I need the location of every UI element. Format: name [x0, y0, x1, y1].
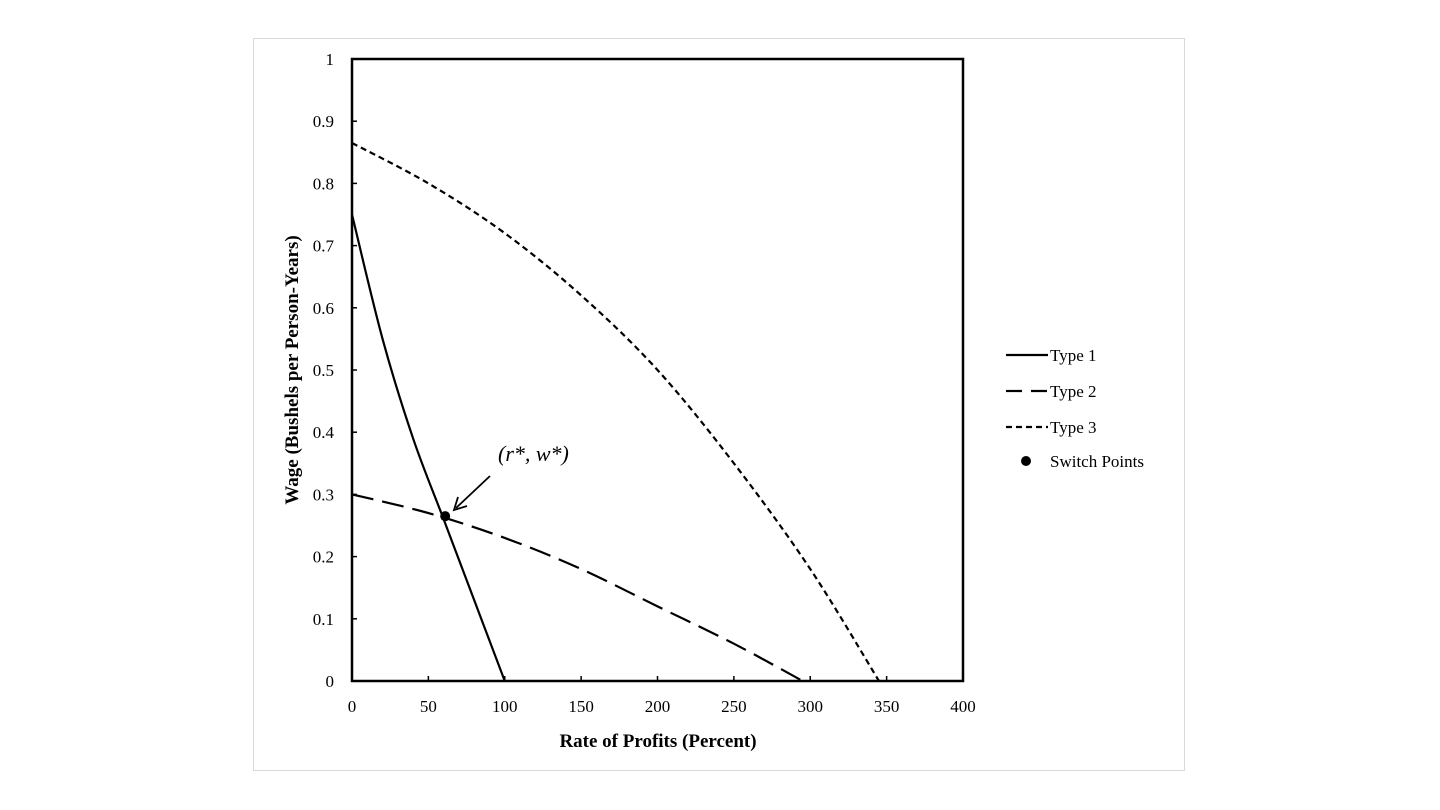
x-tick-label: 200	[645, 697, 671, 716]
legend: Type 1 Type 2 Type 3 Switch Points	[1006, 346, 1144, 471]
series-line-type-2	[351, 493, 804, 682]
legend-swatch-switch-points	[1021, 456, 1031, 466]
legend-label-type-2: Type 2	[1050, 382, 1097, 401]
x-tick-label: 350	[874, 697, 900, 716]
x-tick-label: 250	[721, 697, 747, 716]
legend-label-type-1: Type 1	[1050, 346, 1097, 365]
x-tick-label: 50	[420, 697, 437, 716]
annotation-arrow	[455, 475, 491, 509]
x-axis-title: Rate of Profits (Percent)	[559, 731, 756, 752]
y-tick-label: 0.6	[313, 299, 334, 318]
series-line-type-1	[350, 214, 506, 682]
series-line-type-3	[351, 141, 880, 682]
y-tick-label: 0.9	[313, 112, 334, 131]
annotation-arrowhead	[452, 496, 468, 512]
switch-point-marker	[440, 511, 451, 522]
switch-point-annotation: (r*, w*)	[452, 441, 569, 512]
y-tick-label: 0	[326, 672, 335, 691]
x-tick-label: 100	[492, 697, 518, 716]
legend-label-type-3: Type 3	[1050, 418, 1097, 437]
y-tick-label: 0.8	[313, 174, 334, 193]
chart: 0 50 100 150 200 250 300 350 400 0 0.1 0.2 0.3 0.4 0.5…	[282, 50, 1144, 752]
annotation-label: (r*, w*)	[498, 441, 569, 466]
y-axis-title: Wage (Bushels per Person-Years)	[282, 235, 303, 504]
chart-frame: 0 50 100 150 200 250 300 350 400 0 0.1 0.2 0.3 0.4 0.5…	[253, 38, 1185, 771]
y-tick-label: 0.1	[313, 610, 334, 629]
y-tick-label: 0.7	[313, 237, 335, 256]
x-tick-label: 400	[950, 697, 976, 716]
x-tick-label: 0	[348, 697, 357, 716]
y-tick-label: 1	[326, 50, 335, 69]
x-tick-label: 300	[798, 697, 824, 716]
y-tick-label: 0.5	[313, 361, 334, 380]
y-tick-label: 0.4	[313, 423, 335, 442]
y-tick-label: 0.2	[313, 548, 334, 567]
legend-label-switch-points: Switch Points	[1050, 452, 1144, 471]
x-tick-label: 150	[568, 697, 594, 716]
y-tick-label: 0.3	[313, 485, 334, 504]
